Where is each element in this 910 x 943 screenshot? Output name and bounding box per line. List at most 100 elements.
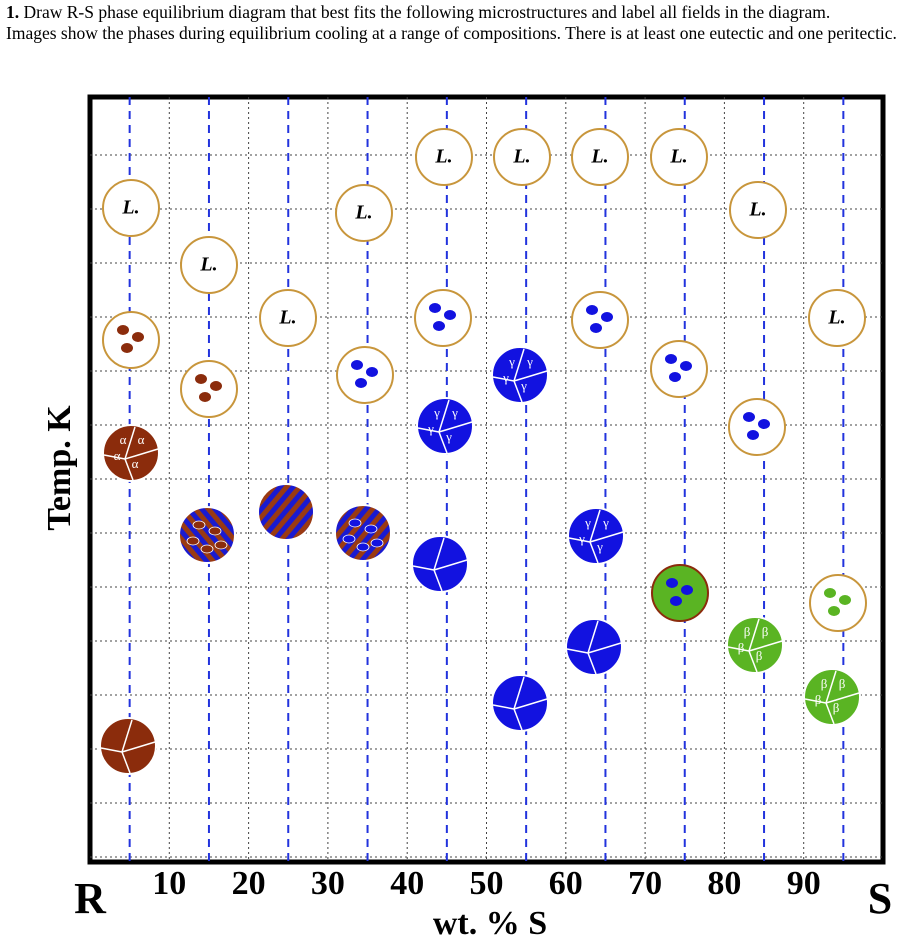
- microstructure-circle: [491, 674, 549, 732]
- microstructure-circle: [334, 504, 392, 562]
- microstructure-circle: [336, 346, 394, 404]
- x-tick-label: 20: [232, 865, 266, 902]
- phase-label: L.: [748, 199, 766, 221]
- microstructure-circle: [571, 128, 629, 186]
- right-end-label: S: [868, 874, 892, 923]
- phase-label: γ: [584, 515, 591, 530]
- microstructure-circle: [335, 184, 393, 242]
- particle: [429, 303, 441, 313]
- x-tick-label: 40: [390, 865, 424, 902]
- phase-label: L.: [434, 146, 452, 168]
- particle: [200, 544, 214, 554]
- particle: [665, 354, 677, 364]
- particle: [348, 518, 362, 528]
- microstructure: L.: [571, 128, 629, 186]
- particle: [590, 323, 602, 333]
- phase-label: γ: [520, 378, 527, 393]
- x-axis-label: wt. % S: [433, 905, 547, 942]
- microstructure: [178, 506, 236, 564]
- microstructure: [102, 311, 160, 369]
- particle: [747, 430, 759, 440]
- particle: [117, 325, 129, 335]
- microstructure-circle: [729, 181, 787, 239]
- question-text: Draw R-S phase equilibrium diagram that …: [23, 2, 831, 22]
- microstructure: β βββ: [803, 668, 861, 726]
- particle: [210, 381, 222, 391]
- phase-label: L.: [199, 254, 217, 276]
- microstructure-circle: [102, 179, 160, 237]
- microstructure-circle: [491, 346, 549, 404]
- microstructure-circle: [102, 424, 160, 482]
- grain-boundary: [568, 509, 624, 564]
- phase-label: β: [744, 624, 751, 639]
- microstructure: [411, 535, 469, 593]
- particle: [824, 588, 836, 598]
- particle: [195, 374, 207, 384]
- microstructure: [565, 618, 623, 676]
- particle: [828, 606, 840, 616]
- microstructure-circle: [726, 616, 784, 674]
- phase-label: α: [132, 456, 139, 471]
- instructions: Images show the phases during equilibriu…: [6, 23, 897, 43]
- particle: [356, 542, 370, 552]
- phase-label: γ: [578, 531, 585, 546]
- phase-label: α: [138, 432, 145, 447]
- x-tick-label: 30: [311, 865, 345, 902]
- grain-boundary: [103, 426, 159, 481]
- microstructure: L.: [259, 289, 317, 347]
- phase-label: β: [762, 624, 769, 639]
- microstructure: L.: [180, 236, 238, 294]
- microstructure-circle: [728, 398, 786, 456]
- phase-label: L.: [121, 197, 139, 219]
- microstructure: α ααα: [102, 424, 160, 482]
- x-tick-label: 70: [628, 865, 662, 902]
- particle: [743, 412, 755, 422]
- x-tick-label: 10: [152, 865, 186, 902]
- phase-label: L.: [827, 307, 845, 329]
- microstructure: γ γγγ: [491, 346, 549, 404]
- particle: [839, 595, 851, 605]
- microstructure-circle: [650, 340, 708, 398]
- particle: [342, 534, 356, 544]
- phase-label: γ: [508, 354, 515, 369]
- grain-boundary: [417, 399, 473, 454]
- phase-label: β: [756, 648, 763, 663]
- phase-label: β: [839, 676, 846, 691]
- grain-boundary: [566, 620, 622, 675]
- x-tick-label: 90: [787, 865, 821, 902]
- particle: [199, 392, 211, 402]
- particle: [364, 524, 378, 534]
- y-axis-label: Temp. K: [41, 405, 78, 531]
- microstructure-circle: [257, 483, 315, 541]
- microstructure: [728, 398, 786, 456]
- x-tick-label: 60: [549, 865, 583, 902]
- particle: [758, 419, 770, 429]
- particle: [681, 585, 693, 595]
- particle: [355, 378, 367, 388]
- microstructure: [334, 504, 392, 562]
- microstructure: γ γγγ: [416, 397, 474, 455]
- phase-label: α: [114, 448, 121, 463]
- grain-boundary: [727, 618, 783, 673]
- grain-boundary: [492, 348, 548, 403]
- microstructure: [571, 291, 629, 349]
- phase-label: L.: [354, 202, 372, 224]
- microstructure-circle: [571, 291, 629, 349]
- microstructure-circle: [567, 507, 625, 565]
- particle: [586, 305, 598, 315]
- microstructure-circle: [102, 311, 160, 369]
- particle: [214, 540, 228, 550]
- phase-label: L.: [669, 146, 687, 168]
- phase-label: γ: [427, 421, 434, 436]
- phase-label: β: [738, 640, 745, 655]
- particle: [670, 596, 682, 606]
- microstructure-circle: [651, 564, 709, 622]
- particle: [370, 538, 384, 548]
- phase-label: γ: [451, 405, 458, 420]
- particle: [433, 321, 445, 331]
- microstructure: [99, 717, 157, 775]
- microstructure-circle: [414, 289, 472, 347]
- phase-label: α: [120, 432, 127, 447]
